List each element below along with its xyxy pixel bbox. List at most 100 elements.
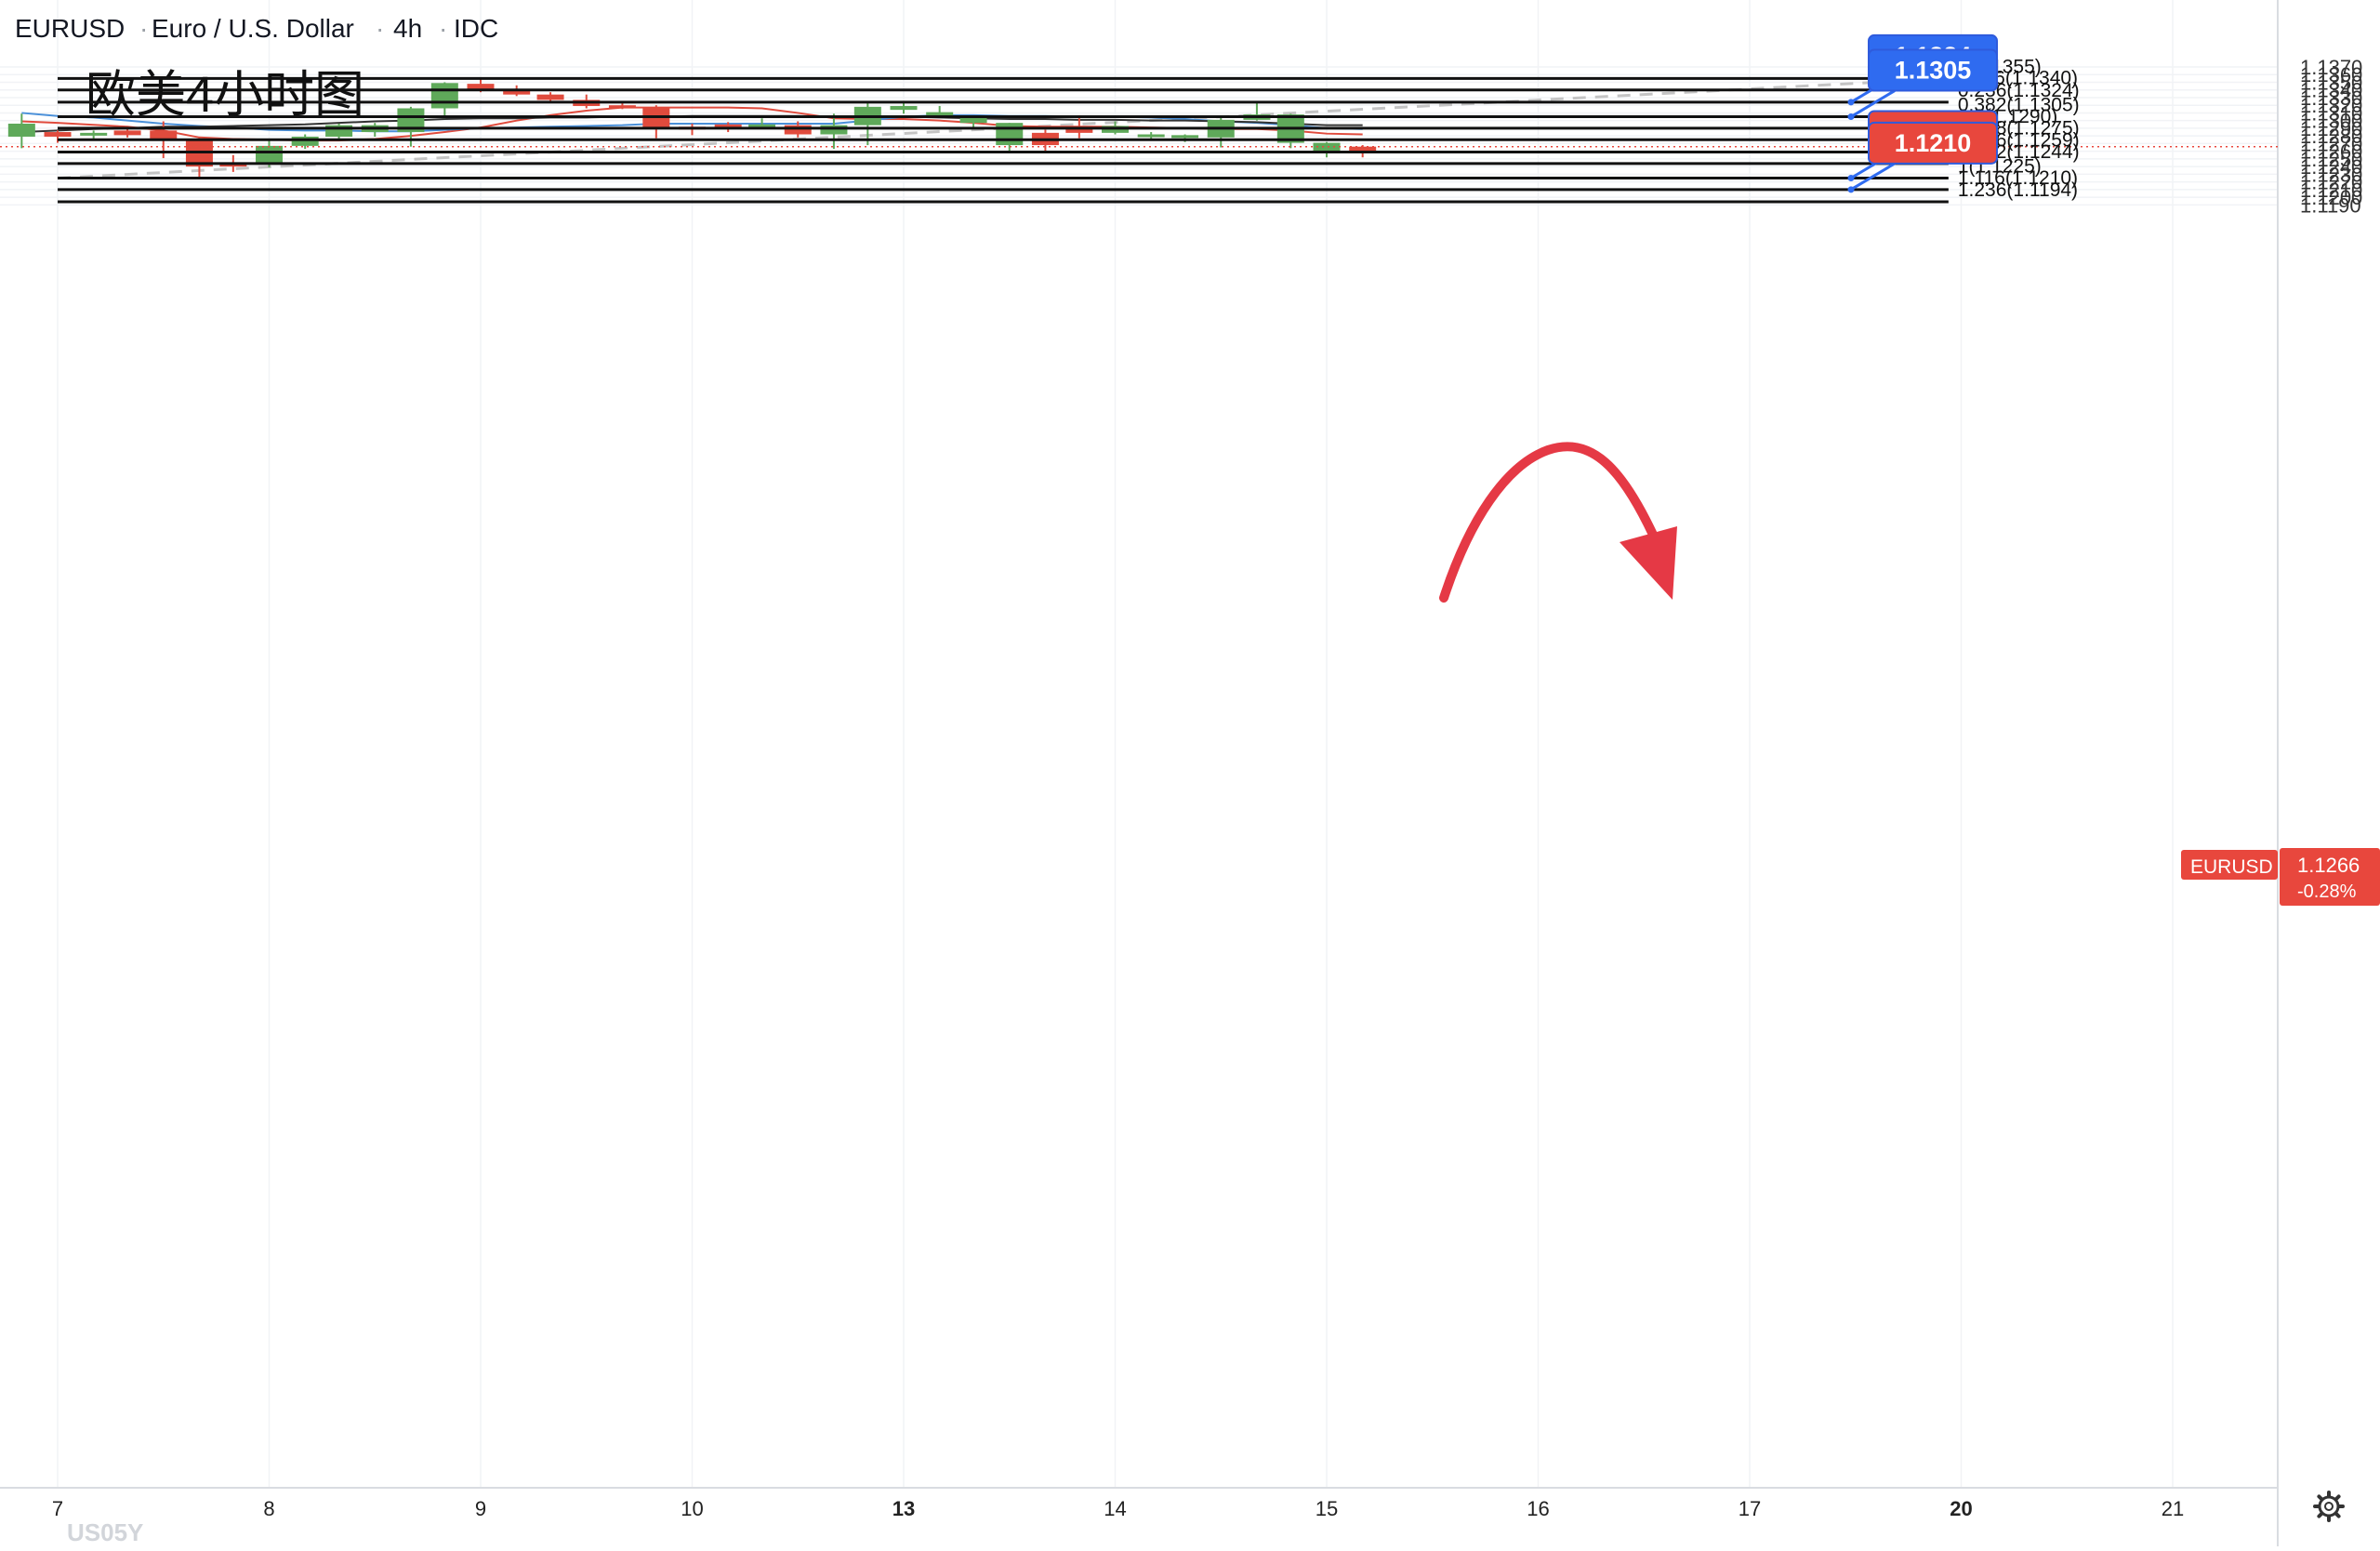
candle[interactable] [1313, 141, 1341, 158]
callout-box [1868, 121, 1998, 165]
symbol-header: EURUSD · Euro / U.S. Dollar · 4h · IDC [15, 14, 498, 43]
candle-body-up [291, 136, 319, 146]
price-tick-label: 1.1330 [2300, 86, 2362, 110]
header-symbol: EURUSD [15, 14, 125, 43]
candle-body-up [1313, 142, 1341, 153]
time-tick-label: 8 [263, 1497, 274, 1520]
price-tick-label: 1.1370 [2300, 56, 2362, 79]
callout-anchor [1847, 186, 1855, 193]
candle[interactable] [325, 123, 353, 139]
candle[interactable] [291, 134, 319, 150]
callout-anchor [1847, 113, 1855, 121]
candle[interactable] [80, 130, 108, 140]
callout-pointer [1850, 89, 1896, 118]
candle-body-down [113, 130, 141, 136]
time-tick-label: 7 [52, 1497, 63, 1520]
candle-body-down [1349, 146, 1377, 152]
candle[interactable] [536, 92, 564, 102]
header-interval: 4h [393, 14, 422, 43]
arrow-head [1620, 526, 1677, 600]
price-tick-label: 1.1340 [2300, 79, 2362, 102]
price-tick-label: 1.1260 [2300, 140, 2362, 164]
callout-text: 1.1305 [1895, 57, 1972, 85]
candle-body-down [784, 125, 812, 135]
candle-body-up [7, 123, 35, 137]
candle-body-up [959, 116, 987, 124]
callout-text: 1.1210 [1895, 129, 1972, 157]
candle-body-down [536, 94, 564, 100]
price-tick-label: 1.1310 [2300, 101, 2362, 125]
price-tick-label: 1.1220 [2300, 171, 2362, 194]
price-tick-label: 1.1360 [2300, 63, 2362, 86]
current-price-tag: EURUSD 1.1266 -0.28% [2181, 848, 2380, 906]
price-tick-label: 1.1240 [2300, 155, 2362, 179]
time-tick-label: 20 [1950, 1497, 1972, 1520]
price-tag-price: 1.1266 [2297, 854, 2360, 877]
price-callout[interactable]: 1.1305 [1847, 48, 1998, 121]
callout-anchor [1847, 174, 1855, 181]
candle-body-up [996, 123, 1024, 146]
price-tick-label: 1.1250 [2300, 148, 2362, 171]
time-tick-label: 16 [1527, 1497, 1549, 1520]
candle-body-down [44, 132, 72, 137]
header-source: IDC [454, 14, 498, 43]
candle[interactable] [820, 113, 848, 150]
candle-body-down [714, 124, 742, 127]
price-tick-label: 1.1300 [2300, 110, 2362, 133]
candle[interactable] [430, 82, 458, 119]
candle-body-up [926, 112, 954, 116]
callout-anchor [1847, 99, 1855, 106]
callout-box [1868, 48, 1998, 92]
candle[interactable] [7, 113, 35, 149]
gear-hub [2324, 1502, 2334, 1511]
watermark-text: US05Y [67, 1518, 143, 1546]
price-tick-label: 1.1280 [2300, 125, 2362, 148]
candle-body-up [748, 124, 776, 127]
gear-icon[interactable] [2313, 1491, 2345, 1522]
candle-body-down [150, 130, 178, 141]
candle[interactable] [890, 102, 918, 114]
down-arrow-annotation [1439, 442, 1677, 603]
candle-body-down [219, 163, 247, 167]
fib-level-label: 1.236(1.1194) [1958, 179, 2078, 201]
time-tick-label: 17 [1739, 1497, 1761, 1520]
candle-body-down [467, 84, 495, 89]
candle-body-down [503, 88, 531, 95]
candle-body-up [1137, 134, 1165, 138]
price-tag-box [2280, 848, 2380, 906]
price-tick-label: 1.1290 [2300, 117, 2362, 140]
time-tick-label: 21 [2162, 1497, 2184, 1520]
time-tick-label: 14 [1104, 1497, 1126, 1520]
price-callout[interactable]: 1.1210 [1847, 121, 1998, 193]
price-tag-change: -0.28% [2297, 882, 2357, 902]
arrow-curve [1439, 442, 1658, 603]
callout-pointer [1850, 162, 1896, 192]
candle-body-up [80, 132, 108, 136]
header-separator: · [376, 14, 384, 43]
time-tick-label: 10 [681, 1497, 703, 1520]
candle-body-up [890, 106, 918, 111]
candle-body-down [608, 105, 636, 109]
candle-body-up [1171, 135, 1199, 139]
chart-title: 欧美4小时图 [86, 67, 364, 123]
header-name: Euro / U.S. Dollar [152, 14, 354, 43]
candle-body-up [256, 145, 283, 165]
header-separator: · [439, 14, 447, 43]
candle-body-up [820, 125, 848, 135]
price-tick-label: 1.1270 [2300, 132, 2362, 155]
price-tick-label: 1.1210 [2300, 179, 2362, 202]
symbol-tag-box [2181, 850, 2278, 880]
symbol-tag-label: EURUSD [2190, 856, 2273, 878]
time-tick-label: 15 [1316, 1497, 1338, 1520]
price-tick-label: 1.1200 [2300, 186, 2362, 209]
price-tick-label: 1.1230 [2300, 163, 2362, 186]
time-tick-label: 9 [475, 1497, 486, 1520]
candle-body-up [430, 83, 458, 109]
price-tick-label: 1.1190 [2300, 193, 2361, 217]
fib-level-label: 1.116(1.1210) [1958, 167, 2078, 189]
